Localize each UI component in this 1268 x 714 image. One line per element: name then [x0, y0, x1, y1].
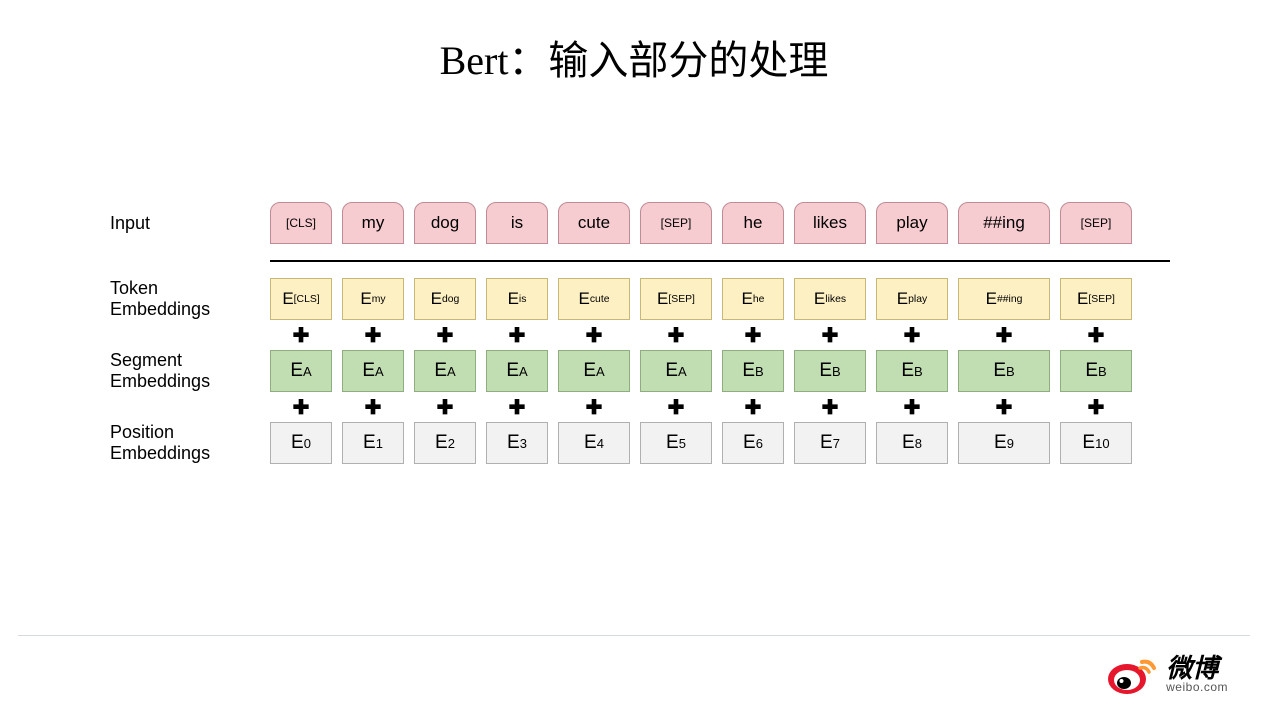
input-cell-6: he	[722, 202, 784, 244]
position-cell-1: E1	[342, 422, 404, 464]
plus-icon: ✚	[558, 394, 630, 420]
input-cell-5: [SEP]	[640, 202, 712, 244]
input-cell-1: my	[342, 202, 404, 244]
token-cell-8: Eplay	[876, 278, 948, 320]
position-cell-4: E4	[558, 422, 630, 464]
plus-icon: ✚	[876, 322, 948, 348]
plus-icon: ✚	[722, 322, 784, 348]
segment-row-label: SegmentEmbeddings	[110, 350, 270, 391]
position-cell-6: E6	[722, 422, 784, 464]
position-cell-5: E5	[640, 422, 712, 464]
plus-icon: ✚	[794, 394, 866, 420]
plus-icon: ✚	[270, 394, 332, 420]
position-cell-3: E3	[486, 422, 548, 464]
plus-icon: ✚	[270, 322, 332, 348]
token-cell-1: Emy	[342, 278, 404, 320]
segment-cell-3: EA	[486, 350, 548, 392]
segment-cell-5: EA	[640, 350, 712, 392]
plus-icon: ✚	[486, 322, 548, 348]
plus-icon: ✚	[342, 322, 404, 348]
segment-cell-6: EB	[722, 350, 784, 392]
divider-line	[270, 260, 1170, 262]
segment-cell-8: EB	[876, 350, 948, 392]
plus-icon: ✚	[640, 322, 712, 348]
plus-icon: ✚	[414, 322, 476, 348]
position-cell-2: E2	[414, 422, 476, 464]
plus-row-2: ✚ ✚ ✚ ✚ ✚ ✚ ✚ ✚ ✚ ✚ ✚	[110, 394, 1170, 420]
bert-input-diagram: Input [CLS]mydogiscute[SEP]helikesplay##…	[110, 200, 1170, 466]
segment-cell-10: EB	[1060, 350, 1132, 392]
token-row-label: TokenEmbeddings	[110, 278, 270, 319]
token-cell-9: E##ing	[958, 278, 1050, 320]
position-cell-0: E0	[270, 422, 332, 464]
page-title: Bert：输入部分的处理	[0, 0, 1268, 86]
footer-divider	[18, 635, 1250, 636]
plus-icon: ✚	[414, 394, 476, 420]
position-cell-9: E9	[958, 422, 1050, 464]
input-cell-3: is	[486, 202, 548, 244]
plus-icon: ✚	[794, 322, 866, 348]
weibo-logo: 微博 weibo.com	[1106, 652, 1228, 696]
segment-row: SegmentEmbeddings EAEAEAEAEAEAEBEBEBEBEB	[110, 348, 1170, 394]
plus-icon: ✚	[1060, 394, 1132, 420]
position-row: PositionEmbeddings E0E1E2E3E4E5E6E7E8E9E…	[110, 420, 1170, 466]
input-cell-8: play	[876, 202, 948, 244]
token-cell-0: E[CLS]	[270, 278, 332, 320]
segment-cell-7: EB	[794, 350, 866, 392]
segment-cell-0: EA	[270, 350, 332, 392]
token-cell-6: Ehe	[722, 278, 784, 320]
plus-icon: ✚	[876, 394, 948, 420]
weibo-brand-en: weibo.com	[1166, 681, 1228, 693]
input-cell-9: ##ing	[958, 202, 1050, 244]
token-cell-2: Edog	[414, 278, 476, 320]
plus-icon: ✚	[486, 394, 548, 420]
token-cell-3: Eis	[486, 278, 548, 320]
segment-cell-9: EB	[958, 350, 1050, 392]
plus-icon: ✚	[1060, 322, 1132, 348]
input-cell-7: likes	[794, 202, 866, 244]
token-cell-10: E[SEP]	[1060, 278, 1132, 320]
token-cell-5: E[SEP]	[640, 278, 712, 320]
position-row-label: PositionEmbeddings	[110, 422, 270, 463]
plus-icon: ✚	[958, 394, 1050, 420]
position-cell-7: E7	[794, 422, 866, 464]
input-row-label: Input	[110, 213, 270, 234]
plus-icon: ✚	[722, 394, 784, 420]
input-cell-4: cute	[558, 202, 630, 244]
weibo-brand-cn: 微博	[1166, 655, 1228, 681]
input-cell-2: dog	[414, 202, 476, 244]
position-cell-8: E8	[876, 422, 948, 464]
plus-icon: ✚	[558, 322, 630, 348]
input-row: Input [CLS]mydogiscute[SEP]helikesplay##…	[110, 200, 1170, 246]
token-row: TokenEmbeddings E[CLS]EmyEdogEisEcuteE[S…	[110, 276, 1170, 322]
token-cell-7: Elikes	[794, 278, 866, 320]
input-cell-0: [CLS]	[270, 202, 332, 244]
token-cell-4: Ecute	[558, 278, 630, 320]
position-cell-10: E10	[1060, 422, 1132, 464]
plus-row-1: ✚ ✚ ✚ ✚ ✚ ✚ ✚ ✚ ✚ ✚ ✚	[110, 322, 1170, 348]
segment-cell-2: EA	[414, 350, 476, 392]
segment-cell-4: EA	[558, 350, 630, 392]
plus-icon: ✚	[640, 394, 712, 420]
weibo-eye-icon	[1106, 652, 1158, 696]
input-cell-10: [SEP]	[1060, 202, 1132, 244]
plus-icon: ✚	[958, 322, 1050, 348]
plus-icon: ✚	[342, 394, 404, 420]
segment-cell-1: EA	[342, 350, 404, 392]
